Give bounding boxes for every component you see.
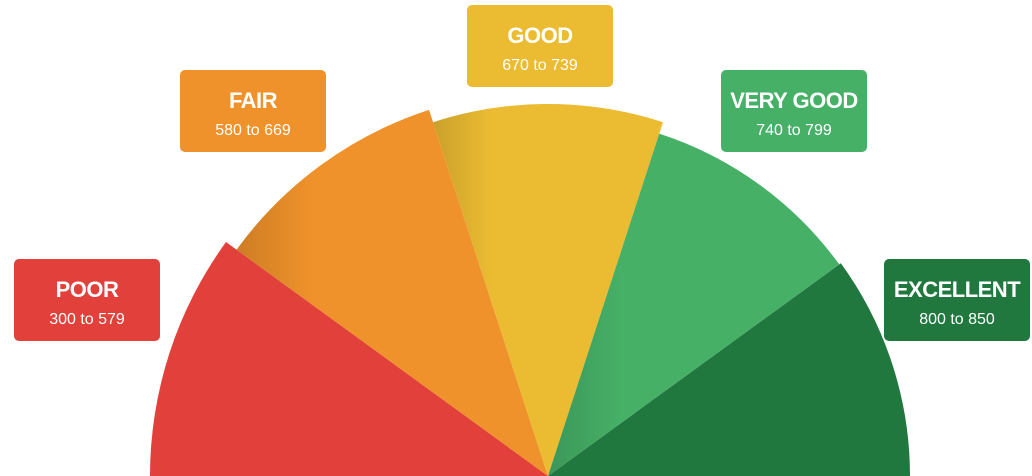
box-label: EXCELLENT: [894, 277, 1021, 302]
box-range: 740 to 799: [756, 122, 832, 139]
score-box: EXCELLENT 800 to 850: [884, 259, 1030, 341]
box-background: [180, 70, 326, 152]
box-background: [884, 259, 1030, 341]
score-box: POOR 300 to 579: [14, 259, 160, 341]
box-range: 670 to 739: [502, 57, 578, 74]
segment-shade: [548, 133, 840, 476]
gauge-segment: [150, 242, 548, 476]
gauge: [150, 103, 910, 476]
box-label: GOOD: [507, 23, 572, 48]
segment-shade: [236, 109, 548, 476]
legend-boxes: POOR 300 to 579 FAIR 580 to 669 GOOD 670 to 7…: [14, 5, 1030, 341]
segment-shade: [433, 103, 663, 476]
box-range: 800 to 850: [919, 311, 995, 328]
score-box: VERY GOOD 740 to 799: [721, 70, 867, 152]
box-background: [14, 259, 160, 341]
box-label: FAIR: [229, 88, 278, 113]
box-label: VERY GOOD: [730, 88, 858, 113]
box-range: 580 to 669: [215, 122, 291, 139]
gauge-segment: [548, 263, 910, 476]
box-background: [721, 70, 867, 152]
box-range: 300 to 579: [49, 311, 125, 328]
box-background: [467, 5, 613, 87]
score-box: FAIR 580 to 669: [180, 70, 326, 152]
box-label: POOR: [56, 277, 119, 302]
score-box: GOOD 670 to 739: [467, 5, 613, 87]
